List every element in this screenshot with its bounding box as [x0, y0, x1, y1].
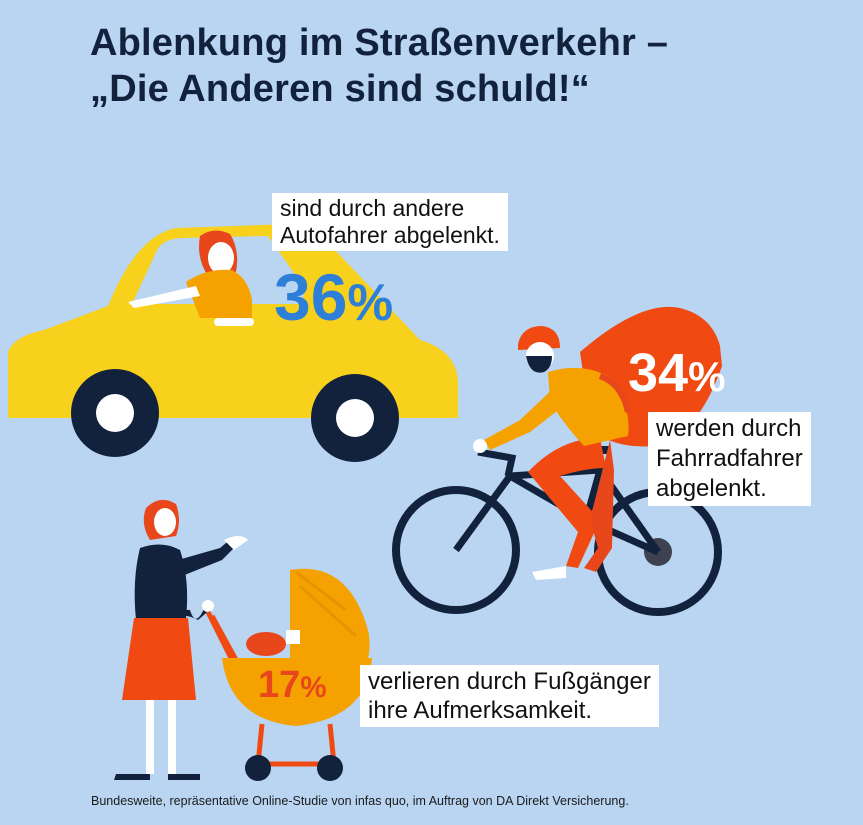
title-line-1: Ablenkung im Straßenverkehr – [90, 22, 669, 64]
stat-bike-text-line-1: werden durch [656, 415, 802, 442]
stat-bike-text-line-3: abgelenkt. [656, 475, 767, 502]
pedestrian-skirt [122, 618, 196, 700]
source-footnote: Bundesweite, repräsentative Online-Studi… [91, 794, 629, 808]
stroller-basket [222, 658, 372, 726]
stroller-hood [290, 568, 370, 664]
stat-pedestrian-text-line-2: ihre Aufmerksamkeit. [368, 697, 593, 724]
stat-car-label: sind durch andere Autofahrer abgelenkt. [272, 193, 508, 251]
stat-pedestrian-text-line-1: verlieren durch Fußgänger [368, 668, 651, 695]
bike-wheel-rear [392, 486, 520, 614]
page-title: Ablenkung im Straßenverkehr – „Die Ander… [90, 20, 668, 112]
stat-car-text-line-1: sind durch andere [280, 195, 465, 221]
stat-bike-text-line-2: Fahrradfahrer [656, 445, 803, 472]
driver-woman [128, 230, 254, 326]
pedestrian-illustration [114, 499, 372, 781]
stat-car-text-line-2: Autofahrer abgelenkt. [280, 222, 500, 248]
cyclist-illustration [392, 306, 722, 616]
title-line-2: „Die Anderen sind schuld!“ [90, 68, 590, 110]
stat-bike-label: werden durch Fahrradfahrer abgelenkt. [648, 412, 811, 506]
stat-pedestrian-percentage: 17% [258, 664, 327, 706]
cyclist-helmet [518, 326, 560, 350]
stat-bike-percentage: 34% [628, 343, 726, 403]
stat-car-percentage: 36% [274, 260, 394, 334]
car-illustration [8, 224, 458, 462]
stat-pedestrian-label: verlieren durch Fußgänger ihre Aufmerksa… [360, 665, 659, 727]
